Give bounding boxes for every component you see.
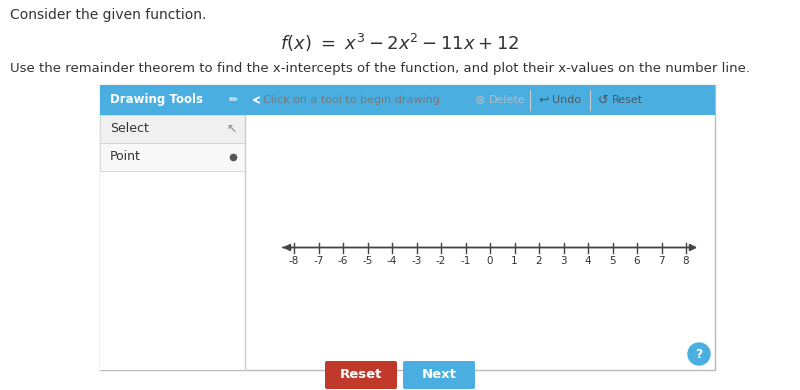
Text: 6: 6 [634,255,640,266]
Text: Use the remainder theorem to find the x-intercepts of the function, and plot the: Use the remainder theorem to find the x-… [10,62,750,75]
Circle shape [688,343,710,365]
Text: 5: 5 [609,255,616,266]
Text: 1: 1 [511,255,518,266]
Text: -2: -2 [436,255,446,266]
Text: Reset: Reset [340,369,382,381]
Text: ⊗: ⊗ [475,94,486,106]
Text: Next: Next [422,369,457,381]
Text: Point: Point [110,151,141,163]
Text: Undo: Undo [552,95,581,105]
Text: 4: 4 [585,255,591,266]
Text: Select: Select [110,122,149,135]
FancyBboxPatch shape [100,115,245,143]
FancyBboxPatch shape [403,361,475,389]
FancyBboxPatch shape [100,143,245,171]
FancyBboxPatch shape [100,85,715,370]
Text: 3: 3 [560,255,567,266]
FancyBboxPatch shape [100,85,715,115]
Text: -3: -3 [411,255,422,266]
Text: Consider the given function.: Consider the given function. [10,8,206,22]
Text: -1: -1 [460,255,470,266]
FancyBboxPatch shape [325,361,397,389]
Text: -5: -5 [362,255,373,266]
Text: 2: 2 [536,255,542,266]
Text: -7: -7 [314,255,324,266]
Text: Drawing Tools: Drawing Tools [110,94,203,106]
Text: -8: -8 [289,255,299,266]
Text: -6: -6 [338,255,348,266]
Text: ✏: ✏ [228,95,238,105]
Text: 8: 8 [682,255,690,266]
Text: Delete: Delete [489,95,526,105]
Text: 7: 7 [658,255,665,266]
Text: Reset: Reset [612,95,643,105]
Text: $f(x)\ =\ x^3 - 2x^2 - 11x + 12$: $f(x)\ =\ x^3 - 2x^2 - 11x + 12$ [280,32,520,54]
Text: 0: 0 [486,255,494,266]
Text: ?: ? [695,347,702,360]
Text: -4: -4 [387,255,397,266]
FancyBboxPatch shape [100,115,245,370]
Text: ↩: ↩ [538,94,549,106]
Text: Click on a tool to begin drawing.: Click on a tool to begin drawing. [263,95,443,105]
Text: ↖: ↖ [226,122,236,135]
Text: ↺: ↺ [598,94,609,106]
